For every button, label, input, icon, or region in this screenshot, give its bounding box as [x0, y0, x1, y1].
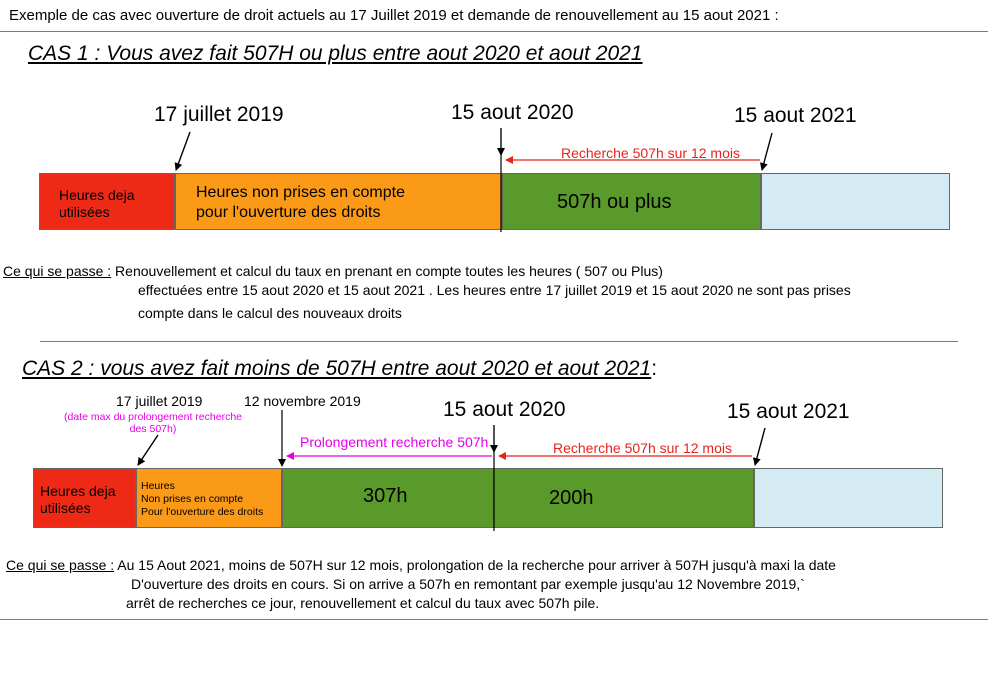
case2-segment-future	[754, 468, 943, 528]
case1-explain-label: Ce qui se passe :	[3, 263, 112, 279]
case2-nc-line1: Heures	[141, 480, 175, 492]
case2-date-november: 12 novembre 2019	[244, 393, 361, 409]
case1-counted-label: 507h ou plus	[557, 191, 672, 213]
header-divider	[0, 31, 988, 32]
case2-segment-not-counted: Heures Non prises en compte Pour l'ouver…	[136, 468, 282, 528]
case1-explain-line1: Renouvellement et calcul du taux en pren…	[111, 263, 663, 279]
case2-explain-3: arrêt de recherches ce jour, renouvellem…	[126, 595, 600, 611]
case2-date-mid: 15 aout 2020	[443, 398, 566, 421]
case2-date-end: 15 aout 2021	[727, 400, 850, 423]
case1-explain-2: effectuées entre 15 aout 2020 et 15 aout…	[138, 282, 851, 298]
case2-explain-line1: Au 15 Aout 2021, moins de 507H sur 12 mo…	[114, 557, 836, 573]
case2-pointer-start	[137, 434, 159, 466]
case2-explain-label: Ce qui se passe :	[6, 557, 115, 573]
case2-title-tail: :	[651, 357, 658, 380]
case2-200h-label: 200h	[549, 487, 594, 509]
case2-pointer-end	[752, 427, 766, 466]
case1-date-mid: 15 aout 2020	[451, 101, 574, 124]
case2-used-line1: Heures deja	[40, 483, 116, 499]
case1-used-line1: Heures deja	[59, 187, 135, 203]
case1-pointer-end	[759, 132, 773, 171]
case2-segment-used: Heures deja utilisées	[33, 468, 136, 528]
case2-search-label: Recherche 507h sur 12 mois	[553, 440, 732, 456]
case1-title-text: CAS 1 : Vous avez fait 507H ou plus entr…	[28, 42, 643, 65]
case1-search-label: Recherche 507h sur 12 mois	[561, 145, 740, 161]
case1-segment-not-counted: Heures non prises en compte pour l'ouver…	[175, 173, 502, 230]
case1-explain-3: compte dans le calcul des nouveaux droit…	[138, 305, 402, 321]
case2-title: CAS 2 : vous avez fait moins de 507H ent…	[22, 357, 657, 381]
case2-date-start-note: (date max du prolongement recherche des …	[63, 411, 243, 435]
case1-explain-1: Ce qui se passe : Renouvellement et calc…	[3, 263, 663, 279]
case-divider	[40, 341, 958, 342]
case2-segment-307h: 307h	[282, 468, 494, 528]
bottom-divider	[0, 619, 988, 620]
case2-nc-line2: Non prises en compte	[141, 493, 244, 505]
case1-date-start: 17 juillet 2019	[154, 103, 284, 126]
case2-nc-line3: Pour l'ouverture des droits	[141, 506, 264, 518]
case2-segment-200h: 200h	[494, 468, 754, 528]
case2-title-text: CAS 2 : vous avez fait moins de 507H ent…	[22, 357, 652, 380]
case1-nc-line2: pour l'ouverture des droits	[196, 204, 381, 221]
case1-segment-future	[761, 173, 950, 230]
case1-used-line2: utilisées	[59, 204, 110, 220]
case1-segment-counted: 507h ou plus	[502, 173, 761, 230]
header-text: Exemple de cas avec ouverture de droit a…	[9, 7, 779, 24]
case1-pointer-start	[174, 131, 191, 171]
case1-date-end: 15 aout 2021	[734, 104, 857, 127]
case2-explain-1: Ce qui se passe : Au 15 Aout 2021, moins…	[6, 557, 836, 573]
case1-segment-used: Heures deja utilisées	[39, 173, 175, 230]
case2-307h-label: 307h	[363, 485, 408, 507]
case1-title: CAS 1 : Vous avez fait 507H ou plus entr…	[28, 42, 642, 66]
case2-prolong-label: Prolongement recherche 507h	[300, 434, 489, 450]
case2-explain-2: D'ouverture des droits en cours. Si on a…	[131, 576, 805, 592]
case2-date-start: 17 juillet 2019	[116, 393, 203, 409]
case1-nc-line1: Heures non prises en compte	[196, 184, 405, 201]
case2-used-line2: utilisées	[40, 500, 91, 516]
